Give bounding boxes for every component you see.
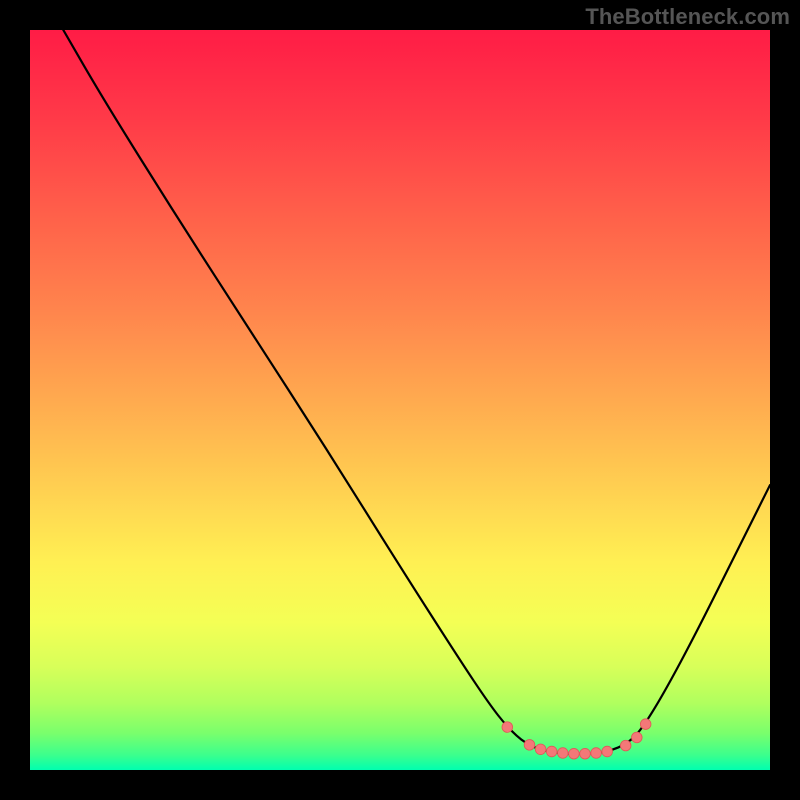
marker-dot bbox=[632, 732, 643, 743]
marker-dot bbox=[591, 748, 602, 759]
marker-dot bbox=[640, 719, 651, 730]
plot-area bbox=[30, 30, 770, 770]
marker-dot bbox=[580, 748, 591, 759]
bottleneck-plot-svg bbox=[30, 30, 770, 770]
marker-dot bbox=[602, 746, 613, 757]
marker-dot bbox=[569, 748, 580, 759]
marker-dot bbox=[524, 740, 535, 751]
marker-dot bbox=[620, 740, 631, 751]
watermark-text: TheBottleneck.com bbox=[585, 4, 790, 30]
chart-frame: TheBottleneck.com bbox=[0, 0, 800, 800]
plot-background bbox=[30, 30, 770, 770]
marker-dot bbox=[546, 746, 557, 757]
marker-dot bbox=[535, 744, 546, 755]
marker-dot bbox=[558, 748, 569, 759]
marker-dot bbox=[502, 722, 513, 733]
